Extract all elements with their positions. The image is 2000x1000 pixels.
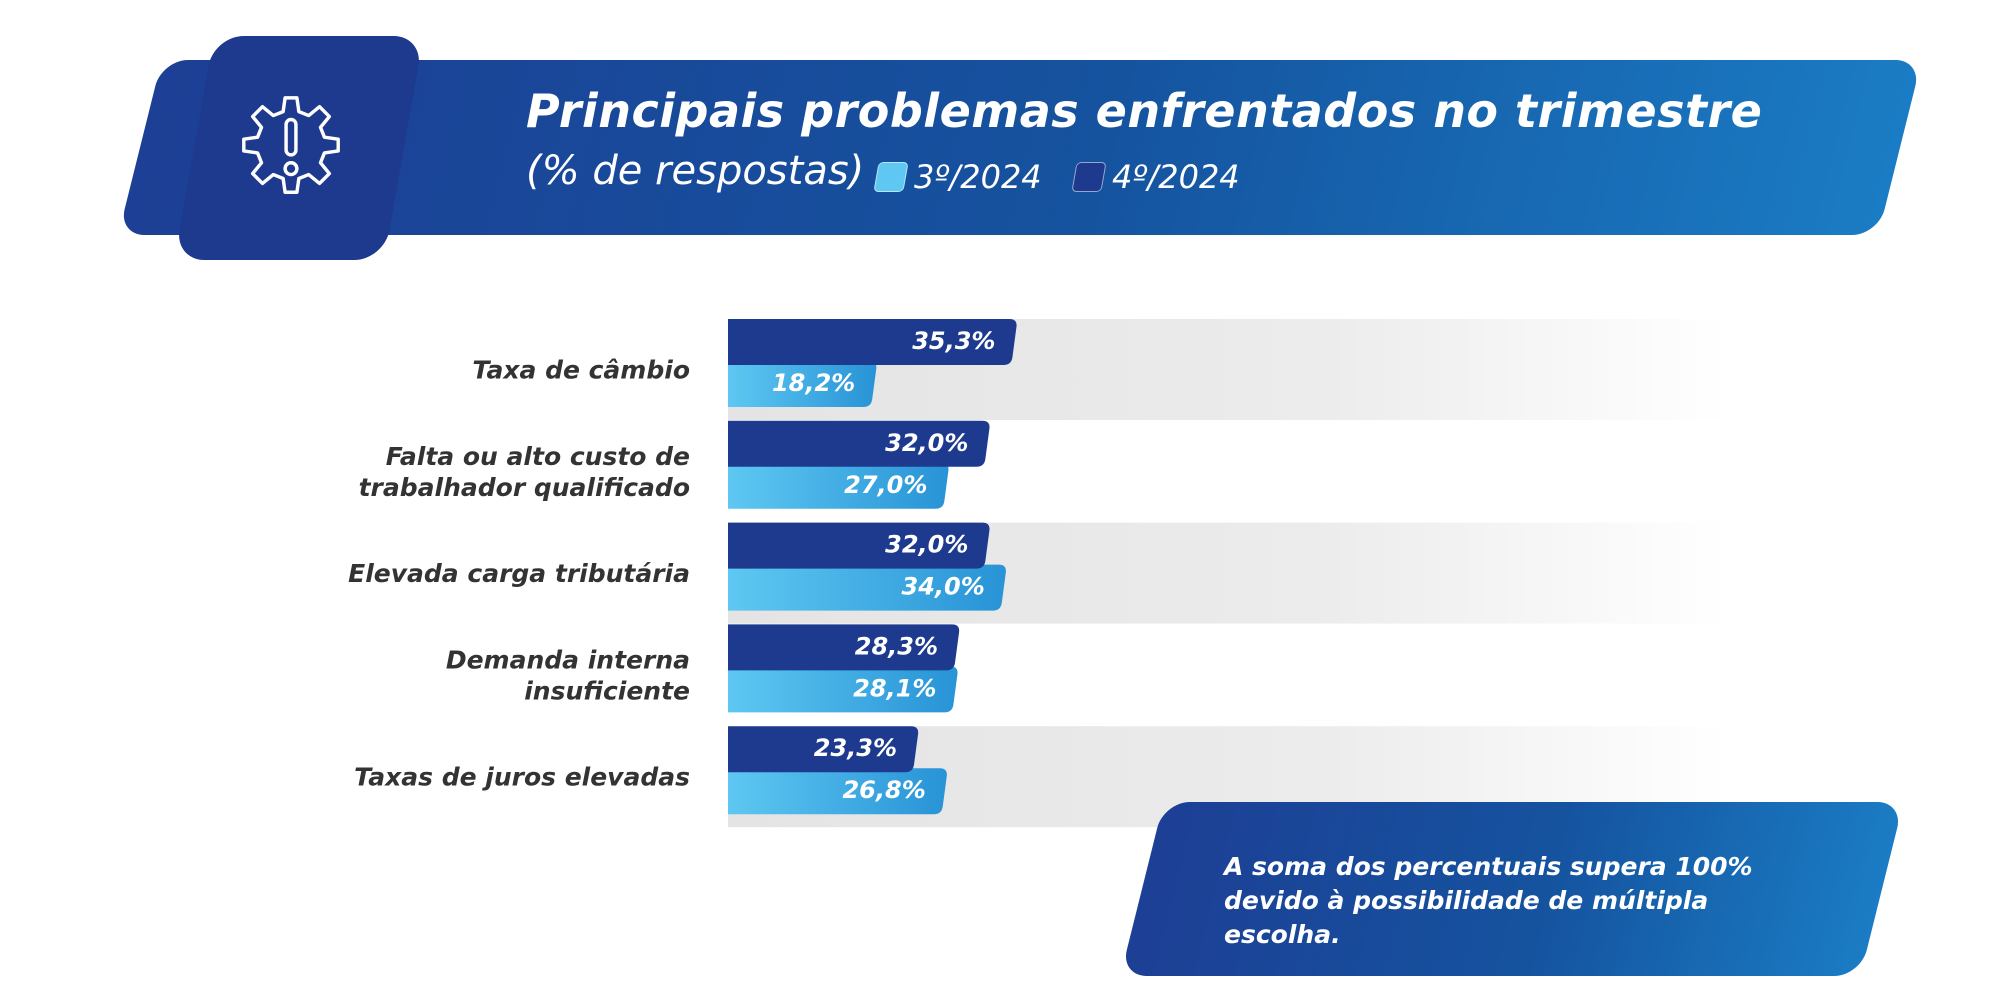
legend-label-q4: 4º/2024	[1112, 158, 1240, 196]
bar-label-q4: 28,3%	[855, 632, 938, 660]
legend-label-q3: 3º/2024	[914, 158, 1042, 196]
bar-label-q4: 35,3%	[912, 327, 995, 355]
category-label: trabalhador qualificado	[359, 473, 690, 502]
legend-item-q4: 4º/2024	[1071, 158, 1240, 196]
bar-label-q3: 27,0%	[844, 471, 927, 499]
bar-q4	[728, 522, 990, 569]
bar-label-q4: 23,3%	[814, 734, 897, 762]
bar-q3	[728, 462, 949, 509]
bar-q4	[728, 420, 990, 467]
category-label: Taxas de juros elevadas	[354, 763, 690, 792]
bar-q3	[728, 666, 958, 713]
bar-q3	[728, 768, 947, 815]
footnote: A soma dos percentuais supera 100% devid…	[1224, 850, 1824, 952]
bar-label-q4: 32,0%	[885, 429, 968, 457]
bar-q3	[728, 361, 877, 407]
category-label: Demanda interna	[446, 645, 690, 674]
bar-q3	[728, 564, 1006, 611]
category-label: Taxa de câmbio	[472, 356, 690, 385]
bar-label-q3: 26,8%	[842, 776, 925, 804]
category-label: insuficiente	[524, 676, 690, 705]
category-label: Elevada carga tributária	[348, 559, 690, 588]
footnote-line-1: A soma dos percentuais supera 100%	[1224, 852, 1753, 881]
chart-title: Principais problemas enfrentados no trim…	[526, 84, 1763, 138]
gear-alert-icon	[242, 96, 340, 194]
category-label: Falta ou alto custo de	[386, 442, 690, 471]
legend-item-q3: 3º/2024	[873, 158, 1042, 196]
bar-label-q3: 28,1%	[853, 674, 936, 702]
bar-label-q3: 18,2%	[772, 369, 855, 397]
bar-q4	[728, 319, 1017, 365]
bar-label-q3: 34,0%	[902, 573, 985, 601]
bar-q4	[728, 624, 960, 671]
bar-q4	[728, 726, 919, 773]
footnote-line-2: devido à possibilidade de múltipla escol…	[1224, 886, 1709, 949]
bar-label-q4: 32,0%	[885, 531, 968, 559]
chart-subtitle: (% de respostas)	[526, 148, 865, 194]
